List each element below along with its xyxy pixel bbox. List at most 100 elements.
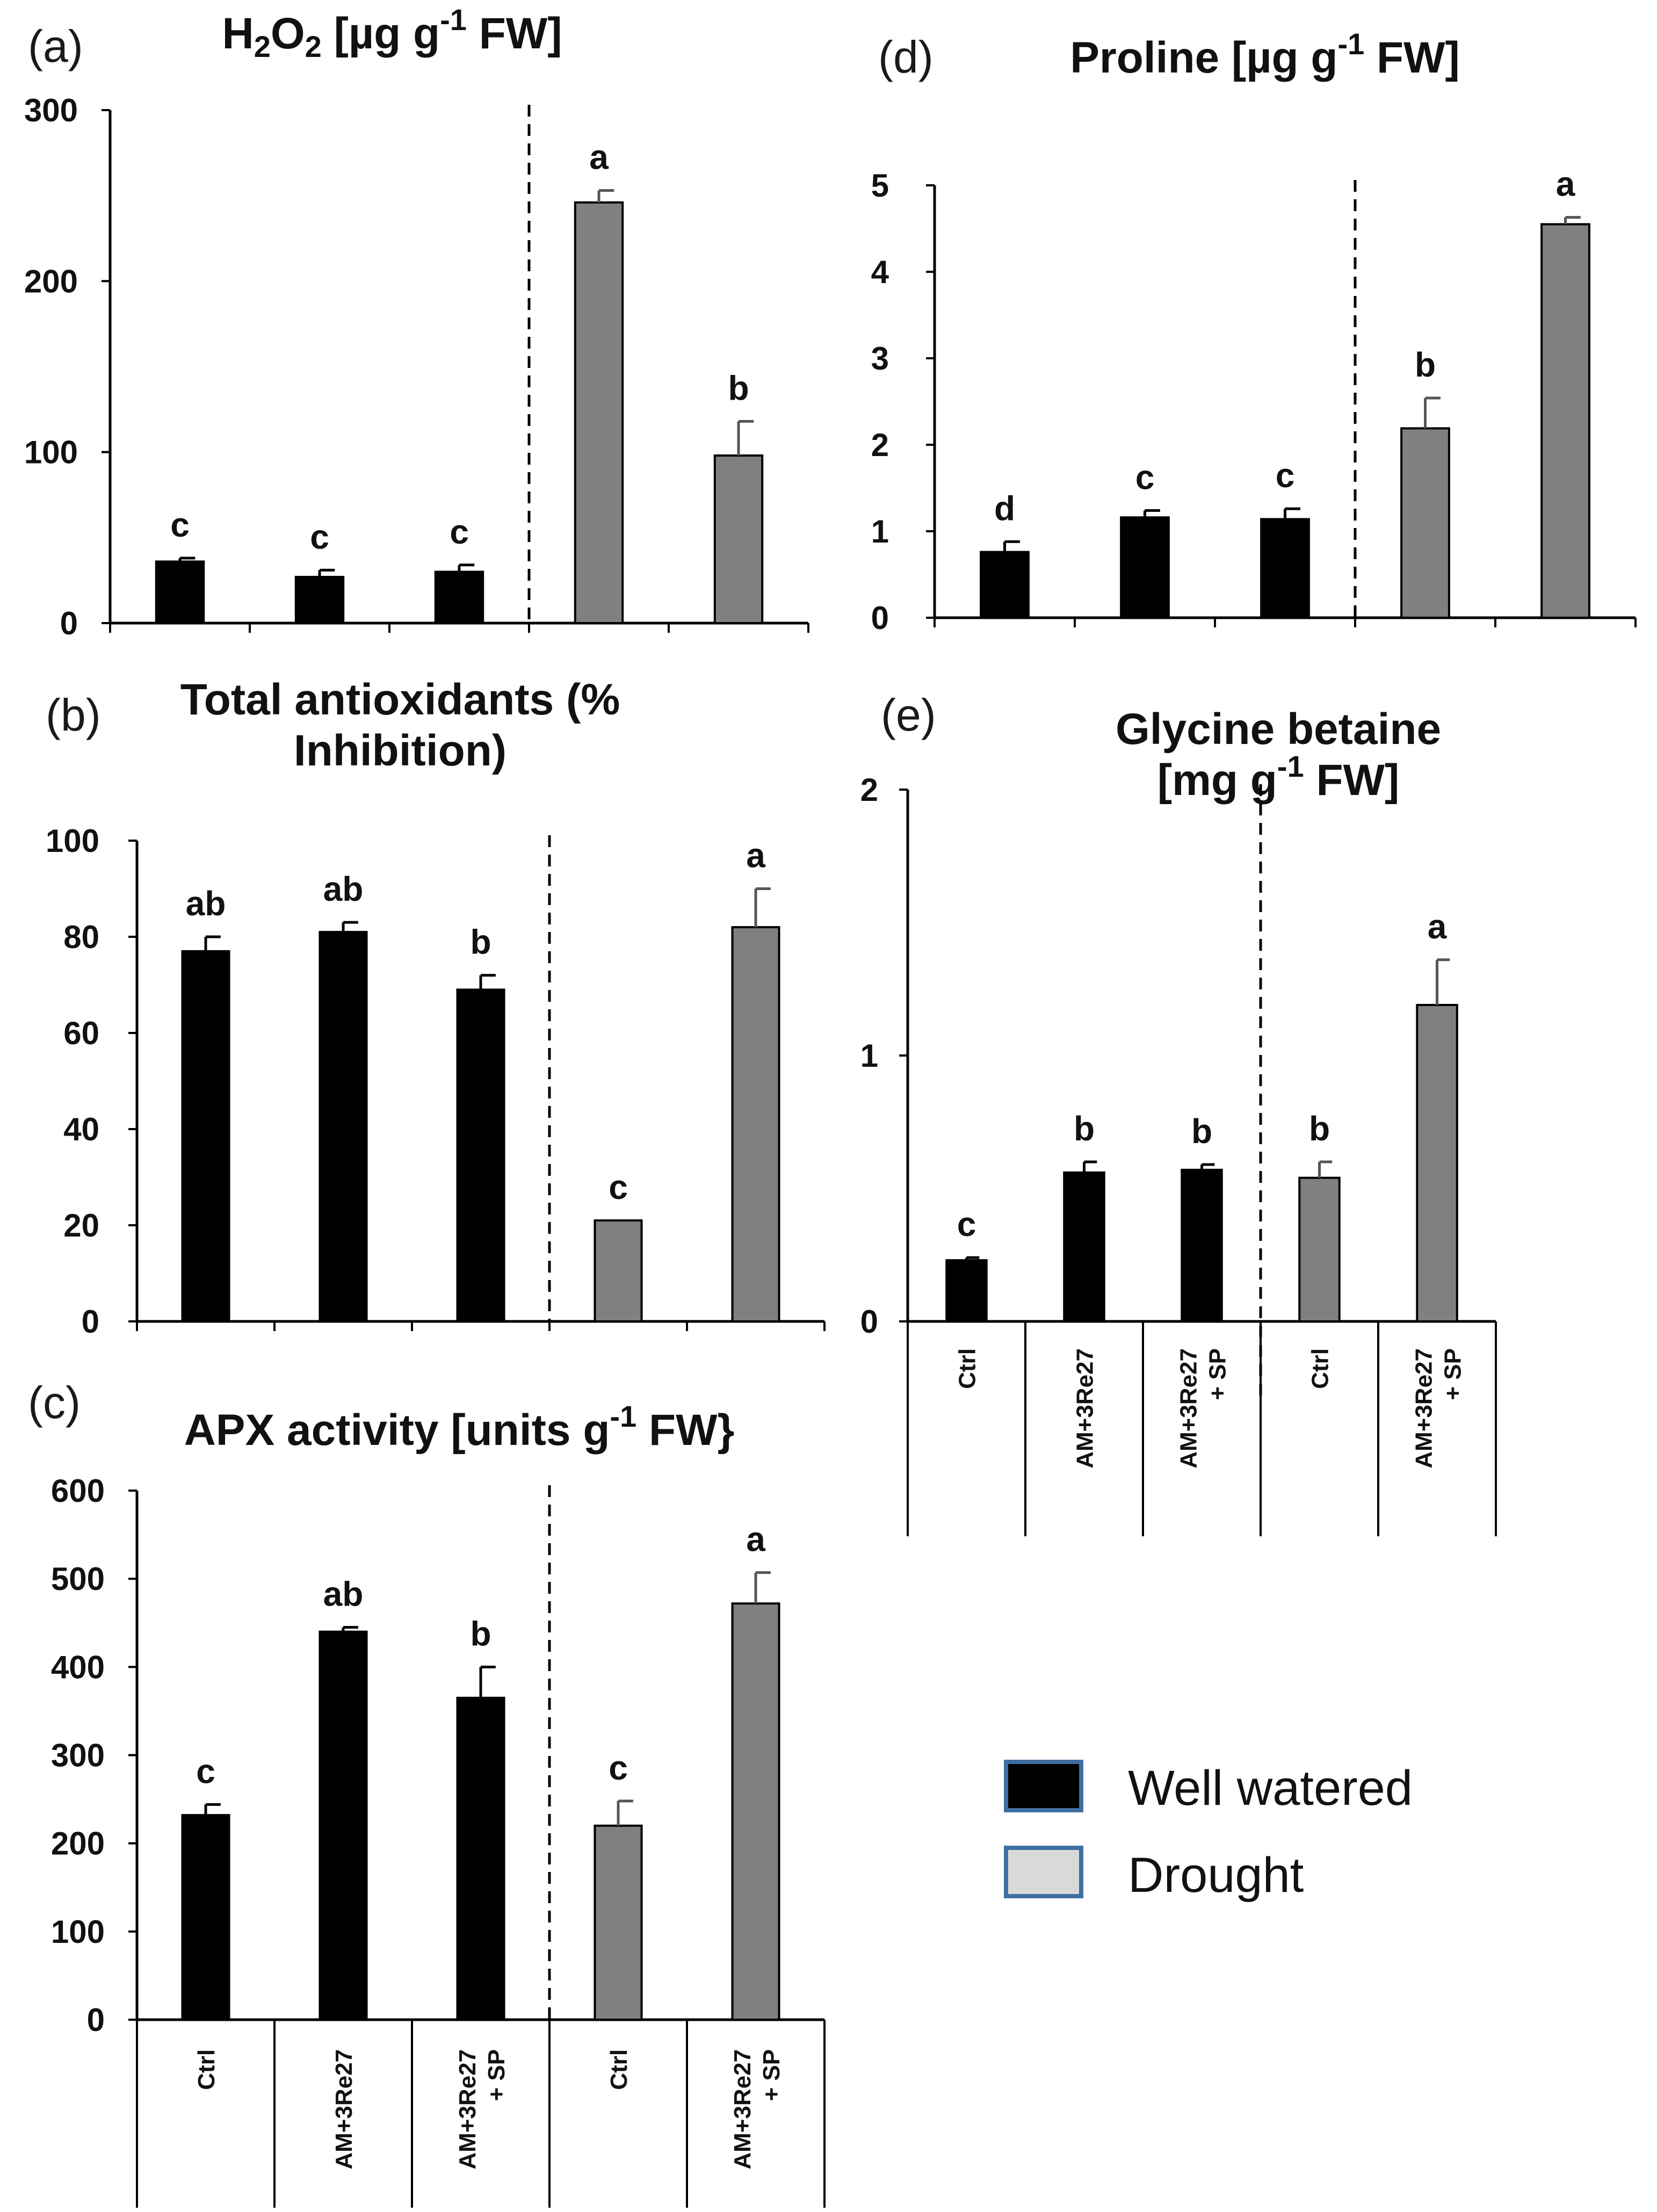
bar: [1260, 518, 1310, 619]
significance-letter: c: [196, 1752, 215, 1790]
title-part: FW]: [1304, 756, 1400, 805]
title-part: -1: [440, 3, 467, 37]
chart-title-line: Glycine betaine: [1116, 705, 1441, 754]
significance-letter: c: [170, 505, 190, 544]
chart-title: APX activity [units g-1 FW}: [184, 1399, 735, 1455]
category-label: AM+3Re27: [454, 2049, 481, 2170]
significance-letter: a: [1556, 165, 1575, 204]
bar: [980, 551, 1030, 619]
bar: [181, 950, 230, 1322]
title-part: APX activity [units g: [184, 1406, 610, 1455]
y-tick-label: 4: [871, 254, 889, 290]
significance-letter: b: [1074, 1109, 1095, 1148]
y-tick-label: 0: [87, 2002, 105, 2038]
significance-letter: b: [728, 368, 749, 407]
significance-letter: a: [589, 138, 609, 177]
bar: [181, 1814, 230, 2021]
chart-title: H2O2 [µg g-1 FW]: [222, 3, 562, 63]
title-part: FW]: [467, 9, 562, 58]
y-tick-label: 200: [51, 1826, 105, 1862]
significance-letter: c: [310, 517, 329, 556]
bar: [731, 926, 780, 1322]
title-part: [mg g: [1157, 756, 1277, 805]
bar: [294, 576, 345, 625]
y-tick-label: 200: [24, 263, 78, 299]
title-part: -1: [610, 1399, 636, 1433]
category-label: + SP: [758, 2049, 785, 2101]
panel-label: (a): [28, 21, 83, 71]
legend-drought-label: Drought: [1128, 1848, 1304, 1903]
significance-letter: ab: [186, 884, 226, 923]
y-tick-label: 600: [51, 1473, 105, 1509]
bar: [1416, 1003, 1458, 1322]
significance-letter: b: [1309, 1109, 1330, 1148]
y-tick-label: 0: [60, 605, 78, 641]
bar: [1063, 1171, 1105, 1323]
category-label: AM+3Re27: [1072, 1348, 1098, 1469]
title-part: Glycine betaine: [1116, 705, 1441, 754]
significance-letter: ab: [323, 870, 364, 908]
title-part: Proline [µg g: [1070, 33, 1337, 82]
category-label: AM+3Re27: [1411, 1348, 1437, 1469]
y-tick-label: 3: [871, 341, 889, 377]
y-tick-label: 300: [51, 1738, 105, 1774]
bar: [1540, 223, 1590, 619]
y-tick-label: 20: [63, 1208, 99, 1244]
bar: [1298, 1176, 1341, 1322]
title-part: [µg g: [322, 9, 440, 58]
bar: [434, 570, 484, 624]
chart-title-line: Inhibition): [294, 726, 506, 775]
category-label: AM+3Re27: [331, 2049, 357, 2170]
category-label: AM+3Re27: [1176, 1348, 1202, 1469]
category-label: + SP: [483, 2049, 510, 2101]
category-label: + SP: [1205, 1348, 1231, 1400]
panel-b-total-antioxidants-chart: (b) Total antioxidants (%Inhibition) 0 20 40…: [46, 675, 826, 1340]
significance-letter: b: [470, 1614, 491, 1653]
bar: [713, 454, 764, 624]
title-part: Inhibition): [294, 726, 506, 775]
y-tick-label: 60: [63, 1015, 99, 1051]
y-tick-label: 1: [871, 514, 889, 550]
significance-letter: c: [1276, 456, 1295, 495]
y-tick-label: 100: [51, 1914, 105, 1950]
title-part: -1: [1277, 749, 1304, 783]
legend: Well watered Drought: [1004, 1760, 1413, 1903]
significance-letter: b: [470, 923, 491, 962]
category-label: Ctrl: [193, 2049, 220, 2090]
significance-letter: d: [994, 489, 1015, 527]
bar: [731, 1602, 780, 2021]
y-tick-label: 0: [871, 600, 889, 636]
significance-letter: ab: [323, 1574, 364, 1613]
bar: [574, 201, 624, 624]
y-tick-label: 300: [24, 92, 78, 128]
y-tick-label: 80: [63, 919, 99, 955]
bar: [1400, 427, 1450, 619]
title-part: Total antioxidants (%: [180, 675, 620, 724]
panel-c-apx-activity-chart: (c) APX activity [units g-1 FW} 0 100 200 300…: [28, 1377, 826, 2208]
y-tick-label: 100: [46, 823, 99, 859]
bar: [594, 1824, 643, 2021]
panel-label: (e): [881, 690, 936, 740]
y-tick-label: 5: [871, 168, 889, 204]
significance-letter: c: [450, 512, 469, 551]
y-tick-label: 2: [871, 427, 889, 463]
chart-title: Proline [µg g-1 FW]: [1070, 27, 1460, 82]
bar: [456, 988, 505, 1322]
title-part: -1: [1337, 27, 1364, 61]
title-part: H: [222, 9, 254, 58]
y-tick-label: 2: [860, 772, 878, 808]
panel-e-glycine-betaine-chart: (e) Glycine betaine[mg g-1 FW] 0 1 2 c Ctrl b AM…: [860, 690, 1497, 1536]
title-part: FW]: [1364, 33, 1460, 82]
category-label: Ctrl: [1307, 1348, 1334, 1389]
bar: [456, 1696, 505, 2021]
significance-letter: c: [609, 1748, 628, 1787]
category-label: Ctrl: [954, 1348, 981, 1389]
bar: [155, 560, 205, 625]
y-tick-label: 500: [51, 1561, 105, 1597]
title-part: 2: [254, 30, 271, 63]
title-part: O: [271, 9, 305, 58]
significance-letter: a: [746, 836, 765, 875]
title-part: 2: [305, 30, 322, 63]
y-tick-label: 0: [82, 1304, 99, 1340]
